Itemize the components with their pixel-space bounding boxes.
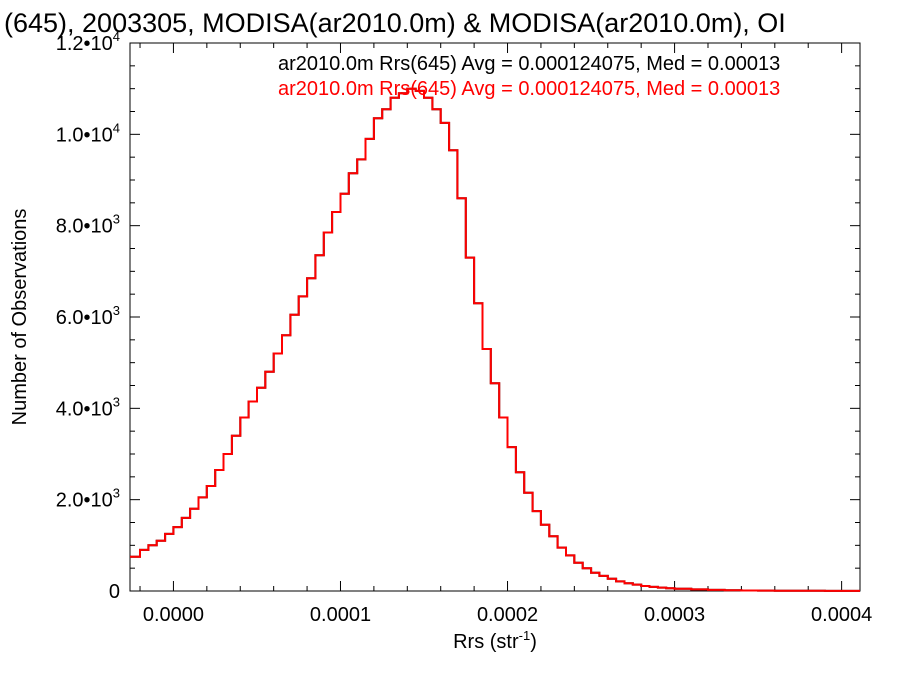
- x-tick-label: 0.0001: [310, 604, 371, 626]
- x-axis-label: Rrs (str-1): [453, 628, 537, 653]
- y-tick-label: 1.0•104: [56, 120, 120, 146]
- legend: ar2010.0m Rrs(645) Avg = 0.000124075, Me…: [278, 53, 780, 100]
- series-line-black: [130, 87, 860, 592]
- series-line-red: [130, 87, 860, 592]
- x-tick-label: 0.0003: [644, 604, 705, 626]
- y-tick-label: 1.2•104: [56, 29, 120, 55]
- series-layer: [130, 87, 860, 592]
- x-axis-label-text: Rrs (str: [453, 631, 519, 653]
- plot-frame: [129, 42, 861, 592]
- x-tick-label: 0.0000: [143, 604, 204, 626]
- x-tick-label: 0.0004: [811, 604, 872, 626]
- y-axis-label: Number of Observations: [9, 209, 31, 426]
- x-axis-label-sup: -1: [519, 628, 531, 643]
- y-tick-label: 4.0•103: [56, 394, 120, 420]
- y-tick-label: 8.0•103: [56, 212, 120, 238]
- y-tick-label: 2.0•103: [56, 486, 120, 512]
- chart-title: (645), 2003305, MODISA(ar2010.0m) & MODI…: [4, 8, 786, 38]
- x-tick-label: 0.0002: [477, 604, 538, 626]
- plot-area: [129, 42, 861, 592]
- y-axis: 0 2.0•103 4.0•103 6.0•103 8.0•103 1.0•104 1.2•…: [56, 29, 860, 603]
- x-axis: 0.0000 0.0001 0.0002 0.0003 0.0004: [139, 43, 872, 626]
- legend-entry-red: ar2010.0m Rrs(645) Avg = 0.000124075, Me…: [278, 78, 780, 100]
- y-tick-label: 0: [109, 581, 120, 603]
- y-tick-label: 6.0•103: [56, 303, 120, 329]
- x-axis-label-close: ): [530, 631, 537, 653]
- legend-entry-black: ar2010.0m Rrs(645) Avg = 0.000124075, Me…: [278, 53, 780, 75]
